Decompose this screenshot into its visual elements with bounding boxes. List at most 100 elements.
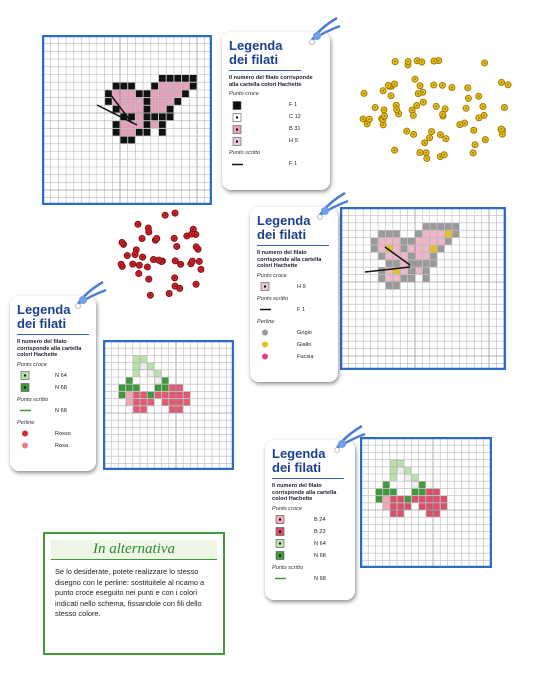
bead <box>117 260 125 268</box>
bead <box>481 59 489 67</box>
stitch <box>169 398 176 406</box>
legend-tag: Legenda dei filati Il numero del filato c… <box>222 32 330 190</box>
bead-hole <box>477 95 480 98</box>
bead <box>475 92 483 100</box>
bead <box>171 282 179 290</box>
stitch <box>181 82 190 90</box>
bead-hole <box>121 265 124 268</box>
stitch <box>166 74 174 82</box>
bead-hole <box>484 138 487 141</box>
bead-hole <box>382 108 385 111</box>
bead-hole <box>419 84 422 87</box>
bead-hole <box>425 157 428 160</box>
swatch-bead <box>22 430 28 437</box>
bead-hole <box>126 254 129 257</box>
swatch-dot <box>236 128 238 131</box>
stitch <box>183 398 191 406</box>
bead-hole <box>443 153 446 156</box>
stitch <box>166 97 174 105</box>
bead-hole <box>425 151 428 154</box>
stitch <box>433 503 440 510</box>
bead <box>436 131 444 139</box>
stitch <box>158 105 166 113</box>
bead <box>385 82 393 90</box>
swatch <box>275 515 285 525</box>
stitch <box>411 481 419 489</box>
stitch <box>127 105 136 113</box>
stitch <box>140 355 147 363</box>
bead-hole <box>149 294 152 297</box>
bead <box>469 149 477 157</box>
bead-hole <box>122 243 125 246</box>
bead <box>129 260 137 268</box>
bead-hole <box>388 85 391 88</box>
legend-tag: Legenda dei filati Il numero del filato c… <box>265 440 355 600</box>
swatch <box>275 527 285 537</box>
bead-hole <box>178 287 181 290</box>
stitch <box>390 510 397 517</box>
bead <box>379 87 387 95</box>
stitch <box>404 467 412 474</box>
stitch <box>418 488 426 496</box>
legend-row: Giallo <box>257 339 331 351</box>
swatch-dot <box>279 518 281 521</box>
stitch <box>143 113 151 121</box>
stitch <box>411 495 419 503</box>
bead-hole <box>417 92 420 95</box>
stitch <box>433 488 440 496</box>
bead <box>411 75 419 83</box>
stitch <box>390 488 397 496</box>
stitch <box>390 495 397 503</box>
item-label: C 12 <box>289 114 301 121</box>
swatch <box>232 163 243 165</box>
bead-hole <box>444 107 447 110</box>
pattern-grid <box>103 340 234 470</box>
stitch <box>411 474 419 481</box>
stitch <box>378 252 386 260</box>
stitch <box>393 237 400 245</box>
stitch <box>147 362 155 370</box>
bead-hole <box>415 104 418 107</box>
legend-tag: Legenda dei filati Il numero del filato c… <box>250 207 338 382</box>
bead <box>134 220 142 228</box>
stitch <box>133 406 140 413</box>
stitch <box>418 503 426 510</box>
stitch <box>125 398 133 406</box>
section-heading: Punto croce <box>17 361 47 368</box>
swatch <box>232 112 242 122</box>
stitch <box>397 510 404 517</box>
bead <box>441 105 449 113</box>
bead-hole <box>136 223 139 226</box>
bead <box>365 115 373 123</box>
legend-row: Rosso <box>17 428 89 440</box>
bead <box>135 261 143 269</box>
bead-hole <box>503 106 506 109</box>
stitch <box>112 90 120 98</box>
swatch <box>22 442 28 449</box>
section-heading: Punto croce <box>229 91 259 98</box>
stitch <box>407 237 415 245</box>
bead-hole <box>501 129 504 132</box>
bead-hole <box>366 122 369 125</box>
bead <box>391 80 399 88</box>
stitch <box>127 90 136 98</box>
bead <box>500 104 508 112</box>
bead-hole <box>465 107 468 110</box>
swatch-dot <box>24 374 26 377</box>
stitch <box>166 105 174 113</box>
bead-hole <box>441 84 444 87</box>
stitch <box>444 237 452 245</box>
swatch <box>232 136 242 146</box>
stitch <box>120 120 128 129</box>
stitch <box>140 362 147 370</box>
swatch <box>20 383 30 393</box>
bead-hole <box>439 133 442 136</box>
item-label: H 9 <box>297 283 306 290</box>
stitch <box>390 503 397 510</box>
stitch <box>404 474 412 481</box>
bead <box>138 234 146 242</box>
item-label: N 64 <box>314 540 326 547</box>
legend-note: Il numero del filato corrisponde alla ca… <box>272 483 337 503</box>
grid-frame <box>42 35 212 205</box>
bead <box>410 130 418 138</box>
